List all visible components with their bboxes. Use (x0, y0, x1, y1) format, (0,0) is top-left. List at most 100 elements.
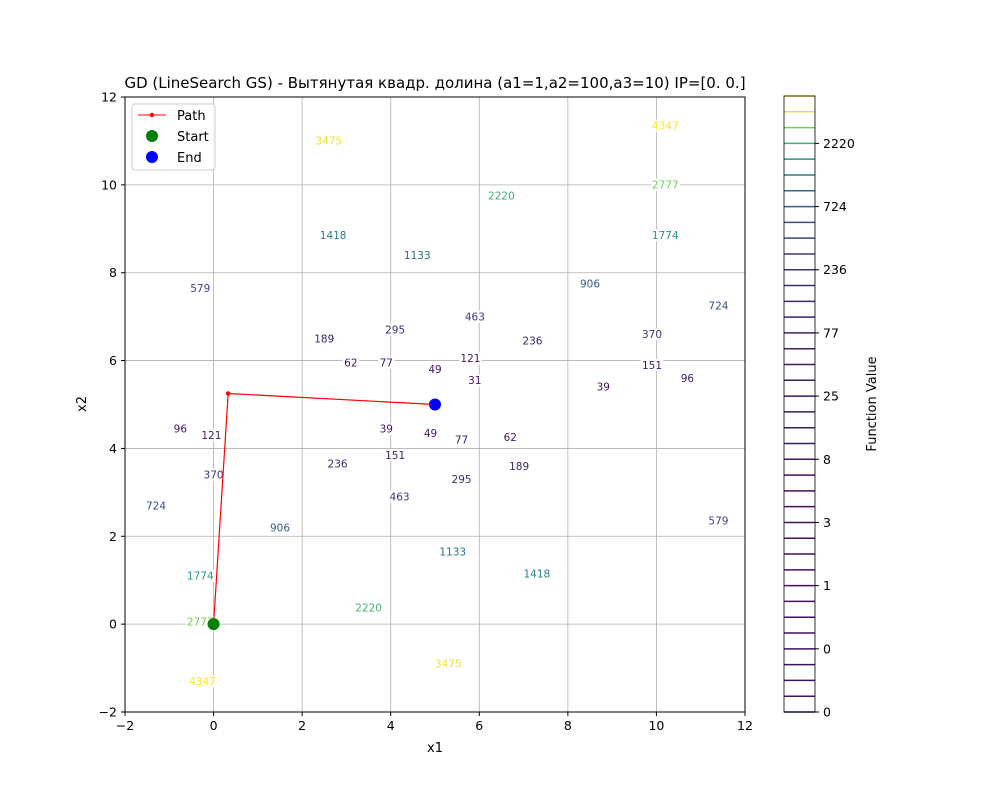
contour-label-bg (522, 567, 552, 580)
contour-label-bg (185, 615, 215, 628)
contour-label-bg (640, 328, 664, 341)
contour-label-bg (383, 449, 407, 462)
contour-label-bg (707, 514, 730, 527)
legend-end-marker (146, 151, 158, 163)
contour-label-bg (312, 332, 336, 345)
contour-label: 62 (344, 358, 357, 370)
contour-label-bg (640, 358, 664, 371)
contour-label: 96 (174, 423, 188, 435)
colorbar-tick-label: 236 (823, 262, 847, 277)
contour-label-bg (402, 249, 432, 262)
y-tick-label: 8 (109, 265, 117, 280)
contour-label: 579 (190, 283, 210, 295)
contour-label-bg (268, 521, 292, 534)
contour-label: 62 (504, 432, 517, 444)
contour-label: 2777 (652, 180, 679, 192)
legend-label-start: Start (177, 130, 209, 145)
contour-label: 121 (201, 430, 221, 442)
contour-label-bg (188, 675, 217, 688)
contour-label: 2220 (488, 191, 515, 203)
contour-label: 4347 (189, 676, 216, 688)
contour-label: 2220 (355, 602, 382, 614)
y-tick-label: 6 (109, 353, 117, 368)
contour-label: 77 (455, 434, 468, 446)
contour-label: 295 (452, 474, 472, 486)
contour-label-bg (438, 545, 468, 558)
y-axis-label: x2 (75, 396, 90, 412)
contour-label: 906 (580, 278, 600, 290)
contour-label-bg (679, 372, 696, 385)
contour-label-bg (453, 433, 470, 446)
contour-label-bg (650, 119, 680, 132)
contour-label-bg (354, 601, 383, 614)
y-tick-label: 10 (101, 177, 117, 192)
contour-label-bg (650, 229, 680, 242)
y-tick-label: 2 (109, 529, 117, 544)
contour-label-bg (507, 460, 531, 472)
x-tick-label: 6 (475, 718, 483, 733)
optimization-path (207, 391, 441, 631)
contour-label: 236 (522, 336, 542, 348)
contour-label-bg (521, 334, 544, 347)
contour-label: 121 (460, 353, 480, 365)
colorbar-tick-label: 0 (823, 641, 831, 656)
contour-label: 463 (390, 492, 410, 504)
contour-label: 1133 (404, 250, 431, 262)
contour-label: 2777 (187, 617, 214, 629)
chart-title: GD (LineSearch GS) - Вытянутая квадр. до… (124, 74, 745, 92)
contour-label-bg (144, 499, 168, 512)
start-marker (207, 618, 220, 631)
x-axis-ticks: −2 0 2 4 6 8 10 12 (116, 712, 753, 733)
contour-label-bg (578, 277, 602, 290)
x-tick-label: −2 (116, 718, 134, 733)
contour-label-bg (314, 134, 344, 147)
contour-label-bg (388, 490, 411, 503)
contour-label: 1774 (187, 571, 214, 583)
contour-label: 39 (597, 382, 610, 394)
y-axis-ticks: −2 0 2 4 6 8 10 12 (99, 90, 125, 720)
contour-label: 31 (468, 375, 481, 387)
x-axis-label: x1 (427, 741, 443, 756)
contour-label: 96 (681, 373, 695, 385)
contour-label-bg (202, 468, 225, 481)
contour-label: 49 (428, 364, 441, 376)
contour-label-bg (595, 380, 612, 393)
colorbar-frame (783, 95, 816, 713)
contour-label: 77 (380, 358, 393, 370)
legend-label-path: Path (177, 109, 206, 124)
contour-label: 1418 (523, 568, 550, 580)
contour-label-bg (450, 473, 473, 486)
contour-label-bg (318, 229, 348, 242)
contour-label-bg (188, 282, 212, 295)
contour-label: 39 (380, 423, 393, 435)
colorbar-tick-label: 2220 (823, 136, 855, 151)
contour-label: 4347 (652, 120, 679, 132)
contour-label-bg (326, 457, 349, 470)
contour-label-bg (466, 374, 484, 387)
contour-label: 49 (424, 428, 437, 440)
contour-label-bg (426, 363, 444, 376)
x-tick-label: 2 (298, 718, 306, 733)
contour-label-bg (200, 429, 223, 442)
contour-label: 370 (642, 329, 662, 341)
legend-start-marker (146, 130, 158, 142)
contour-label-bg (378, 422, 395, 435)
legend: Path Start End (131, 103, 216, 171)
end-marker (429, 398, 441, 411)
path-point (225, 391, 231, 396)
contour-label-bg (422, 427, 439, 440)
contour-label: 236 (328, 459, 348, 471)
contour-label: 3475 (315, 136, 342, 148)
contour-label: 724 (708, 300, 728, 312)
contour-label-bg (487, 189, 516, 202)
contour-label: 1774 (652, 230, 679, 242)
contour-labels: 4347 3475 2777 2220 1774 1418 1133 906 579 724 463… (144, 119, 730, 688)
y-tick-label: −2 (99, 705, 117, 720)
contour-label-bg (463, 310, 487, 323)
colorbar-tick-label: 3 (823, 515, 831, 530)
contour-label: 906 (270, 522, 290, 534)
colorbar: 0 0 1 3 8 25 77 236 724 2220 (783, 95, 855, 720)
contour-label: 1418 (320, 230, 347, 242)
contour-label-bg (650, 178, 680, 191)
